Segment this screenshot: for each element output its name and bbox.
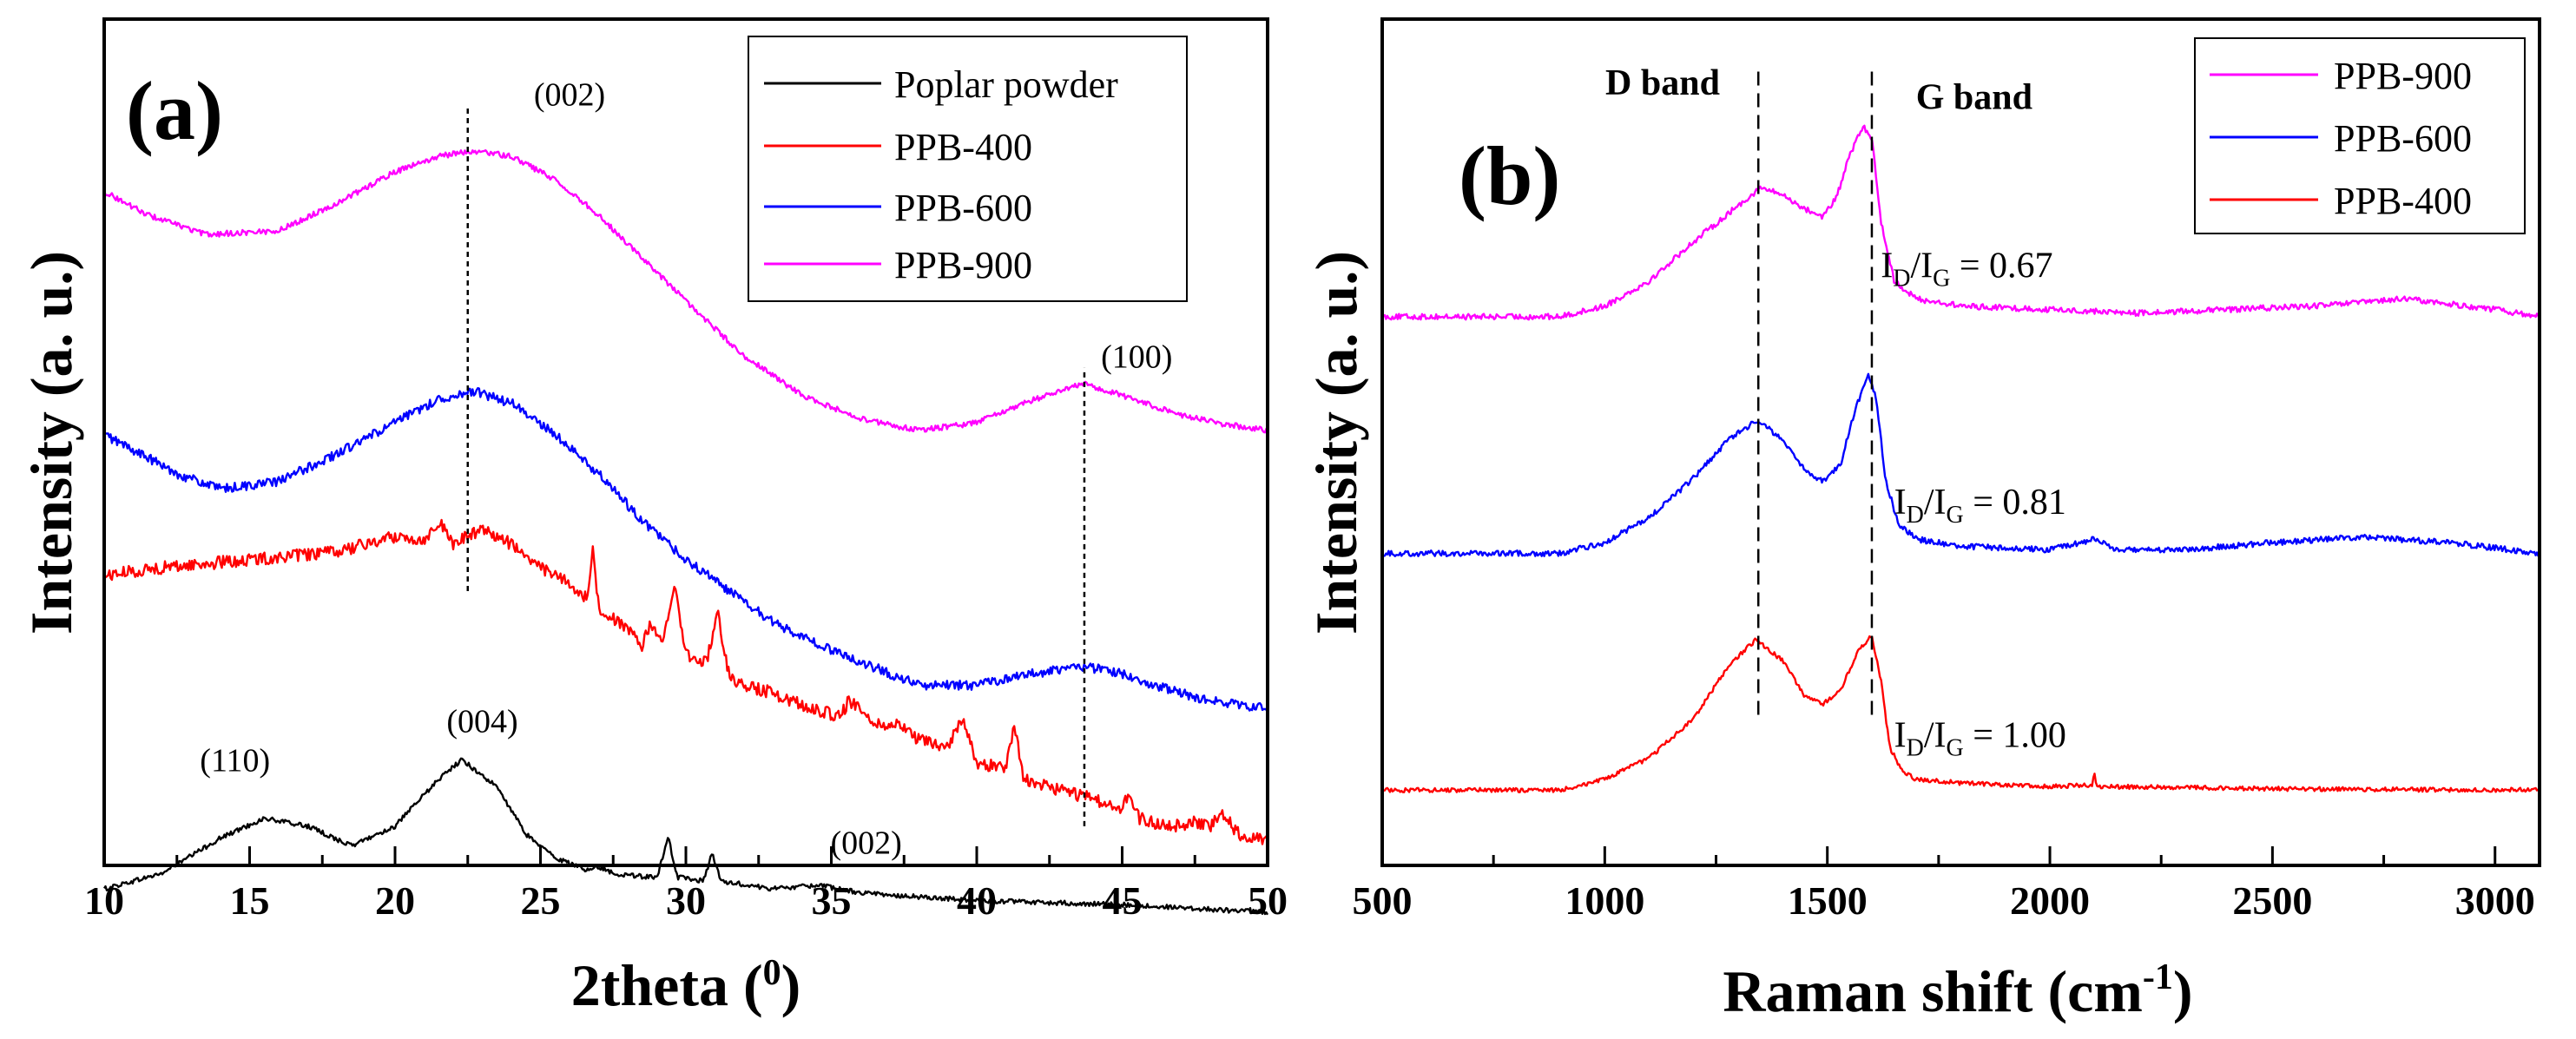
panel-b-tag: (b) [1459,129,1560,222]
panel-b-ratio-labels: ID/IG = 0.67 ID/IG = 0.81 ID/IG = 1.00 [1881,246,2066,761]
series-line-ppb-400-b [1381,635,2540,793]
panel-a-legend-box [748,36,1188,302]
x-tick-label-b: 2000 [2010,878,2090,923]
x-tick-label-b: 2500 [2232,878,2312,923]
panel-a-legend: Poplar powder PPB-400 PPB-600 PPB-900 [748,36,1188,302]
panel-a-xrd-chart: 10 15 20 25 30 35 40 45 50 (a) (002)(100)(110)(0… [18,17,1288,1018]
panel-b-plot-frame [1380,17,2541,867]
series-line-ppb-900-a [102,148,1268,434]
panel-b-band-labels: D band G band [1605,63,2032,118]
legend-label-ppb400-b: PPB-400 [2334,180,2472,222]
legend-label-ppb400-a: PPB-400 [894,126,1032,168]
x-tick-label-a: 40 [957,878,997,923]
intensity-ratio-label: ID/IG = 0.67 [1881,246,2052,292]
x-tick-label-b: 1000 [1565,878,1644,923]
series-line-ppb-900-b [1380,124,2541,321]
panel-a-x-axis: 10 15 20 25 30 35 40 45 50 [84,846,1288,923]
panel-b-x-axis: 500 1000 1500 2000 2500 3000 [1353,846,2535,923]
peak-label: (004) [446,704,517,740]
panel-a-x-axis-title: 2theta (0) [571,952,801,1018]
x-tick-label-a: 30 [666,878,706,923]
legend-label-ppb600-b: PPB-600 [2334,117,2472,160]
panel-b-series-group [1380,124,2541,793]
panel-a-y-axis-title: Intensity (a. u.) [18,251,84,635]
panel-b-legend: PPB-900 PPB-600 PPB-400 [2194,37,2526,234]
intensity-ratio-label: ID/IG = 0.81 [1894,483,2066,529]
series-line-poplar-powder-a [102,757,1269,916]
peak-label: (110) [200,743,270,779]
panel-b-x-axis-title-text: Raman shift (cm [1723,958,2143,1024]
panel-a-reference-lines [466,105,1086,826]
legend-label-ppb900-b: PPB-900 [2334,55,2472,97]
x-tick-label-a: 45 [1103,878,1143,923]
panel-a-x-axis-title-text: 2theta [571,952,728,1018]
x-tick-label-b: 1500 [1788,878,1868,923]
panel-b-x-axis-title: Raman shift (cm-1) [1723,957,2192,1024]
peak-label: (002) [534,76,605,113]
intensity-ratio-label: ID/IG = 1.00 [1894,716,2066,762]
series-line-ppb-400-a [102,518,1268,845]
x-tick-label-a: 20 [375,878,415,923]
panel-b-x-axis-unit-exp: -1 [2143,957,2173,997]
band-label: D band [1605,63,1720,103]
x-tick-label-b: 3000 [2455,878,2535,923]
legend-label-ppb900-a: PPB-900 [894,244,1032,286]
panel-b-y-axis-title: Intensity (a. u.) [1303,251,1369,635]
x-tick-label-b: 500 [1353,878,1413,923]
panel-a-x-axis-unit: 0 [763,953,781,993]
band-label: G band [1916,77,2032,117]
x-tick-label-a: 15 [230,878,270,923]
x-tick-label-a: 25 [521,878,561,923]
peak-label: (002) [831,825,902,861]
panel-b-reference-lines [1756,69,1874,715]
x-tick-label-a: 10 [84,878,124,923]
panel-a-series-group [102,148,1269,916]
x-tick-label-a: 50 [1248,878,1288,923]
peak-label: (100) [1101,339,1172,376]
panel-a-tag: (a) [126,64,223,157]
x-tick-label-a: 35 [812,878,852,923]
series-line-ppb-600-a [103,387,1269,712]
series-line-ppb-600-b [1381,372,2541,557]
panel-b-raman-chart: 500 1000 1500 2000 2500 3000 (b) D band G band… [1303,17,2541,1024]
panel-a-peak-labels: (002) (100) (110) (004) (002) [200,76,1172,861]
legend-label-poplar: Poplar powder [894,63,1118,106]
legend-label-ppb600-a: PPB-600 [894,187,1032,229]
